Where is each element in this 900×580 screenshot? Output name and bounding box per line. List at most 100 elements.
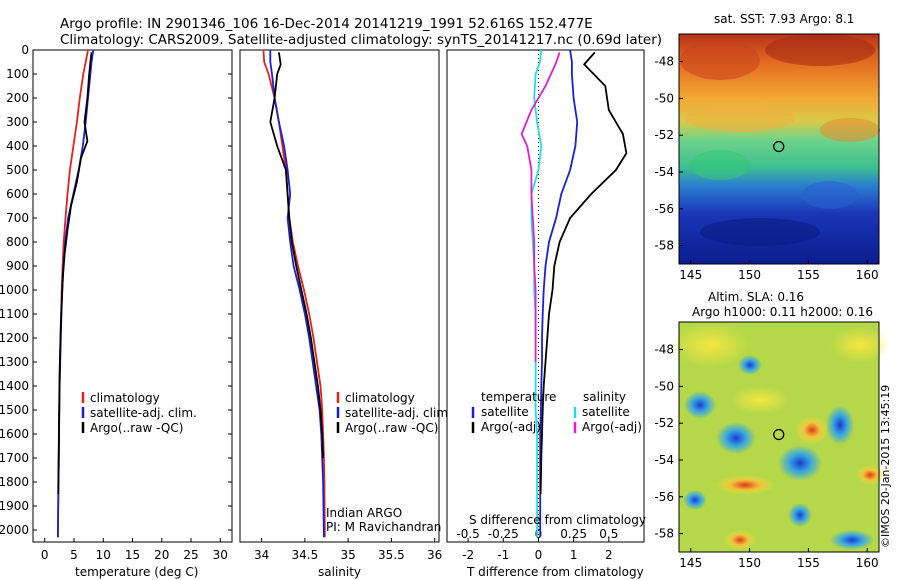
s-difference-tick-label: 0	[535, 527, 543, 541]
legend-title-temperature: temperature	[481, 390, 556, 404]
salinity-plot-frame	[239, 49, 440, 543]
depth-tick-label: 600	[6, 187, 29, 201]
salinity-tick-labels: 34 34.5 35 35.5 36	[254, 538, 442, 562]
salinity-series	[262, 49, 326, 538]
lat-tick-label: -58	[654, 239, 674, 253]
difference-series	[520, 49, 628, 538]
temperature-argo-adj-line	[539, 51, 628, 495]
depth-tick-label: 100	[6, 67, 29, 81]
lat-tick-label: -48	[654, 55, 674, 69]
x-tick-label: 25	[183, 548, 198, 562]
legend-label-climatology: climatology	[90, 391, 160, 405]
x-tick-label: 34	[254, 548, 269, 562]
s-difference-tick-label: -0.25	[488, 527, 519, 541]
t-difference-tick-labels: -2 -1 0 1 2	[462, 538, 613, 562]
t-difference-axis-label: T difference from climatology	[466, 565, 644, 579]
x-tick-label: 0	[535, 548, 543, 562]
depth-tick-label: 1800	[0, 475, 29, 489]
lat-tick-label: -50	[654, 91, 674, 105]
depth-tick-label: 2000	[0, 523, 29, 537]
legend-label-argo: Argo(..raw -QC)	[345, 421, 438, 435]
lat-tick-label: -50	[654, 379, 674, 393]
sst-map-title: sat. SST: 7.93 Argo: 8.1	[714, 12, 854, 26]
s-difference-tick-labels: -0.5 -0.25 0 0.25 0.5	[456, 527, 618, 541]
temperature-tick-labels: 0 5 10 15 20 25 30	[41, 538, 228, 562]
sst-map-frame	[678, 33, 880, 265]
lat-tick-label: -56	[654, 202, 674, 216]
x-tick-label: -2	[462, 548, 474, 562]
legend-label-s-satellite: satellite	[582, 405, 630, 419]
salinity-argo-adj-line	[520, 52, 561, 362]
x-tick-label: 0	[41, 548, 49, 562]
lon-tick-label: 160	[856, 556, 879, 570]
lon-tick-label: 150	[738, 556, 761, 570]
depth-tick-label: 1500	[0, 403, 29, 417]
temperature-plot-frame	[32, 49, 233, 543]
temperature-satellite-line	[539, 49, 579, 538]
difference-legend: temperature salinity satellite Argo(-adj…	[471, 390, 642, 434]
depth-tick-label: 800	[6, 235, 29, 249]
argo-program-label: Indian ARGO	[326, 506, 402, 520]
depth-tick-label: 0	[21, 43, 29, 57]
depth-tick-label: 1700	[0, 451, 29, 465]
lat-tick-label: -58	[654, 527, 674, 541]
legend-label-t-satellite: satellite	[481, 405, 529, 419]
lon-tick-label: 150	[738, 268, 761, 282]
lat-tick-label: -52	[654, 416, 674, 430]
legend-label-satellite: satellite-adj. clim.	[345, 406, 452, 420]
sla-map-panel: Altim. SLA: 0.16 Argo h1000: 0.11 h2000:…	[654, 290, 890, 570]
legend-label-t-argo: Argo(-adj)	[481, 420, 541, 434]
sla-map-eddies	[670, 323, 890, 550]
sla-map-frame	[678, 321, 880, 553]
sst-map-texture	[680, 34, 880, 246]
argo-location-marker	[773, 140, 785, 153]
salinity-panel: 34 34.5 35 35.5 36 climatology satellite-adj…	[239, 49, 452, 579]
s-difference-tick-label: -0.5	[456, 527, 479, 541]
difference-panel: -2 -1 0 1 2 -0.5 -0.25 0 0.25 0.5 temperature sa…	[446, 49, 646, 579]
temperature-legend: climatology satellite-adj. clim. Argo(..…	[81, 391, 197, 435]
x-tick-label: 20	[154, 548, 169, 562]
s-difference-axis-label: S difference from climatology	[469, 513, 646, 527]
argo-raw-qc-line	[269, 52, 324, 459]
x-tick-label: 30	[213, 548, 228, 562]
lat-tick-label: -54	[654, 165, 674, 179]
sla-map-tick-labels: 145 150 155 160 -48 -50 -52 -54 -56 -58	[654, 343, 878, 570]
legend-title-salinity: salinity	[583, 390, 626, 404]
sst-map-panel: sat. SST: 7.93 Argo: 8.1 145 150 155 160 -48…	[654, 12, 880, 282]
temperature-axis-label: temperature (deg C)	[75, 565, 198, 579]
temperature-panel: 0100200300400500600700800900100011001200…	[0, 43, 644, 579]
depth-tick-label: 1400	[0, 379, 29, 393]
temperature-series	[57, 49, 95, 538]
difference-plot-frame	[446, 49, 645, 543]
x-tick-label: 15	[125, 548, 140, 562]
depth-tick-label: 1000	[0, 283, 29, 297]
lon-tick-label: 155	[797, 268, 820, 282]
s-difference-tick-label: 0.25	[560, 527, 587, 541]
s-difference-tick-label: 0.5	[599, 527, 618, 541]
salinity-legend: climatology satellite-adj. clim. Argo(..…	[336, 391, 452, 435]
lon-tick-label: 145	[679, 556, 702, 570]
depth-tick-label: 900	[6, 259, 29, 273]
lat-tick-label: -56	[654, 490, 674, 504]
depth-tick-label: 500	[6, 163, 29, 177]
lon-tick-label: 145	[679, 268, 702, 282]
legend-label-argo: Argo(..raw -QC)	[90, 421, 183, 435]
imos-credit: ©IMOS 20-Jan-2015 13:45:19	[879, 385, 892, 548]
x-tick-label: 35	[341, 548, 356, 562]
lon-tick-label: 155	[797, 556, 820, 570]
x-tick-label: 34.5	[292, 548, 319, 562]
sla-map-title: Altim. SLA: 0.16	[708, 290, 804, 304]
argo-location-marker	[773, 428, 785, 441]
x-tick-label: 10	[96, 548, 111, 562]
depth-tick-label: 1600	[0, 427, 29, 441]
x-tick-label: 35.5	[378, 548, 405, 562]
lat-tick-label: -52	[654, 128, 674, 142]
sst-map-tick-labels: 145 150 155 160 -48 -50 -52 -54 -56 -58	[654, 55, 878, 282]
legend-label-climatology: climatology	[345, 391, 415, 405]
depth-tick-label: 1200	[0, 331, 29, 345]
salinity-axis-label: salinity	[318, 565, 361, 579]
depth-tick-label: 1300	[0, 355, 29, 369]
sla-map-subtitle: Argo h1000: 0.11 h2000: 0.16	[692, 305, 873, 319]
lon-tick-label: 160	[856, 268, 879, 282]
